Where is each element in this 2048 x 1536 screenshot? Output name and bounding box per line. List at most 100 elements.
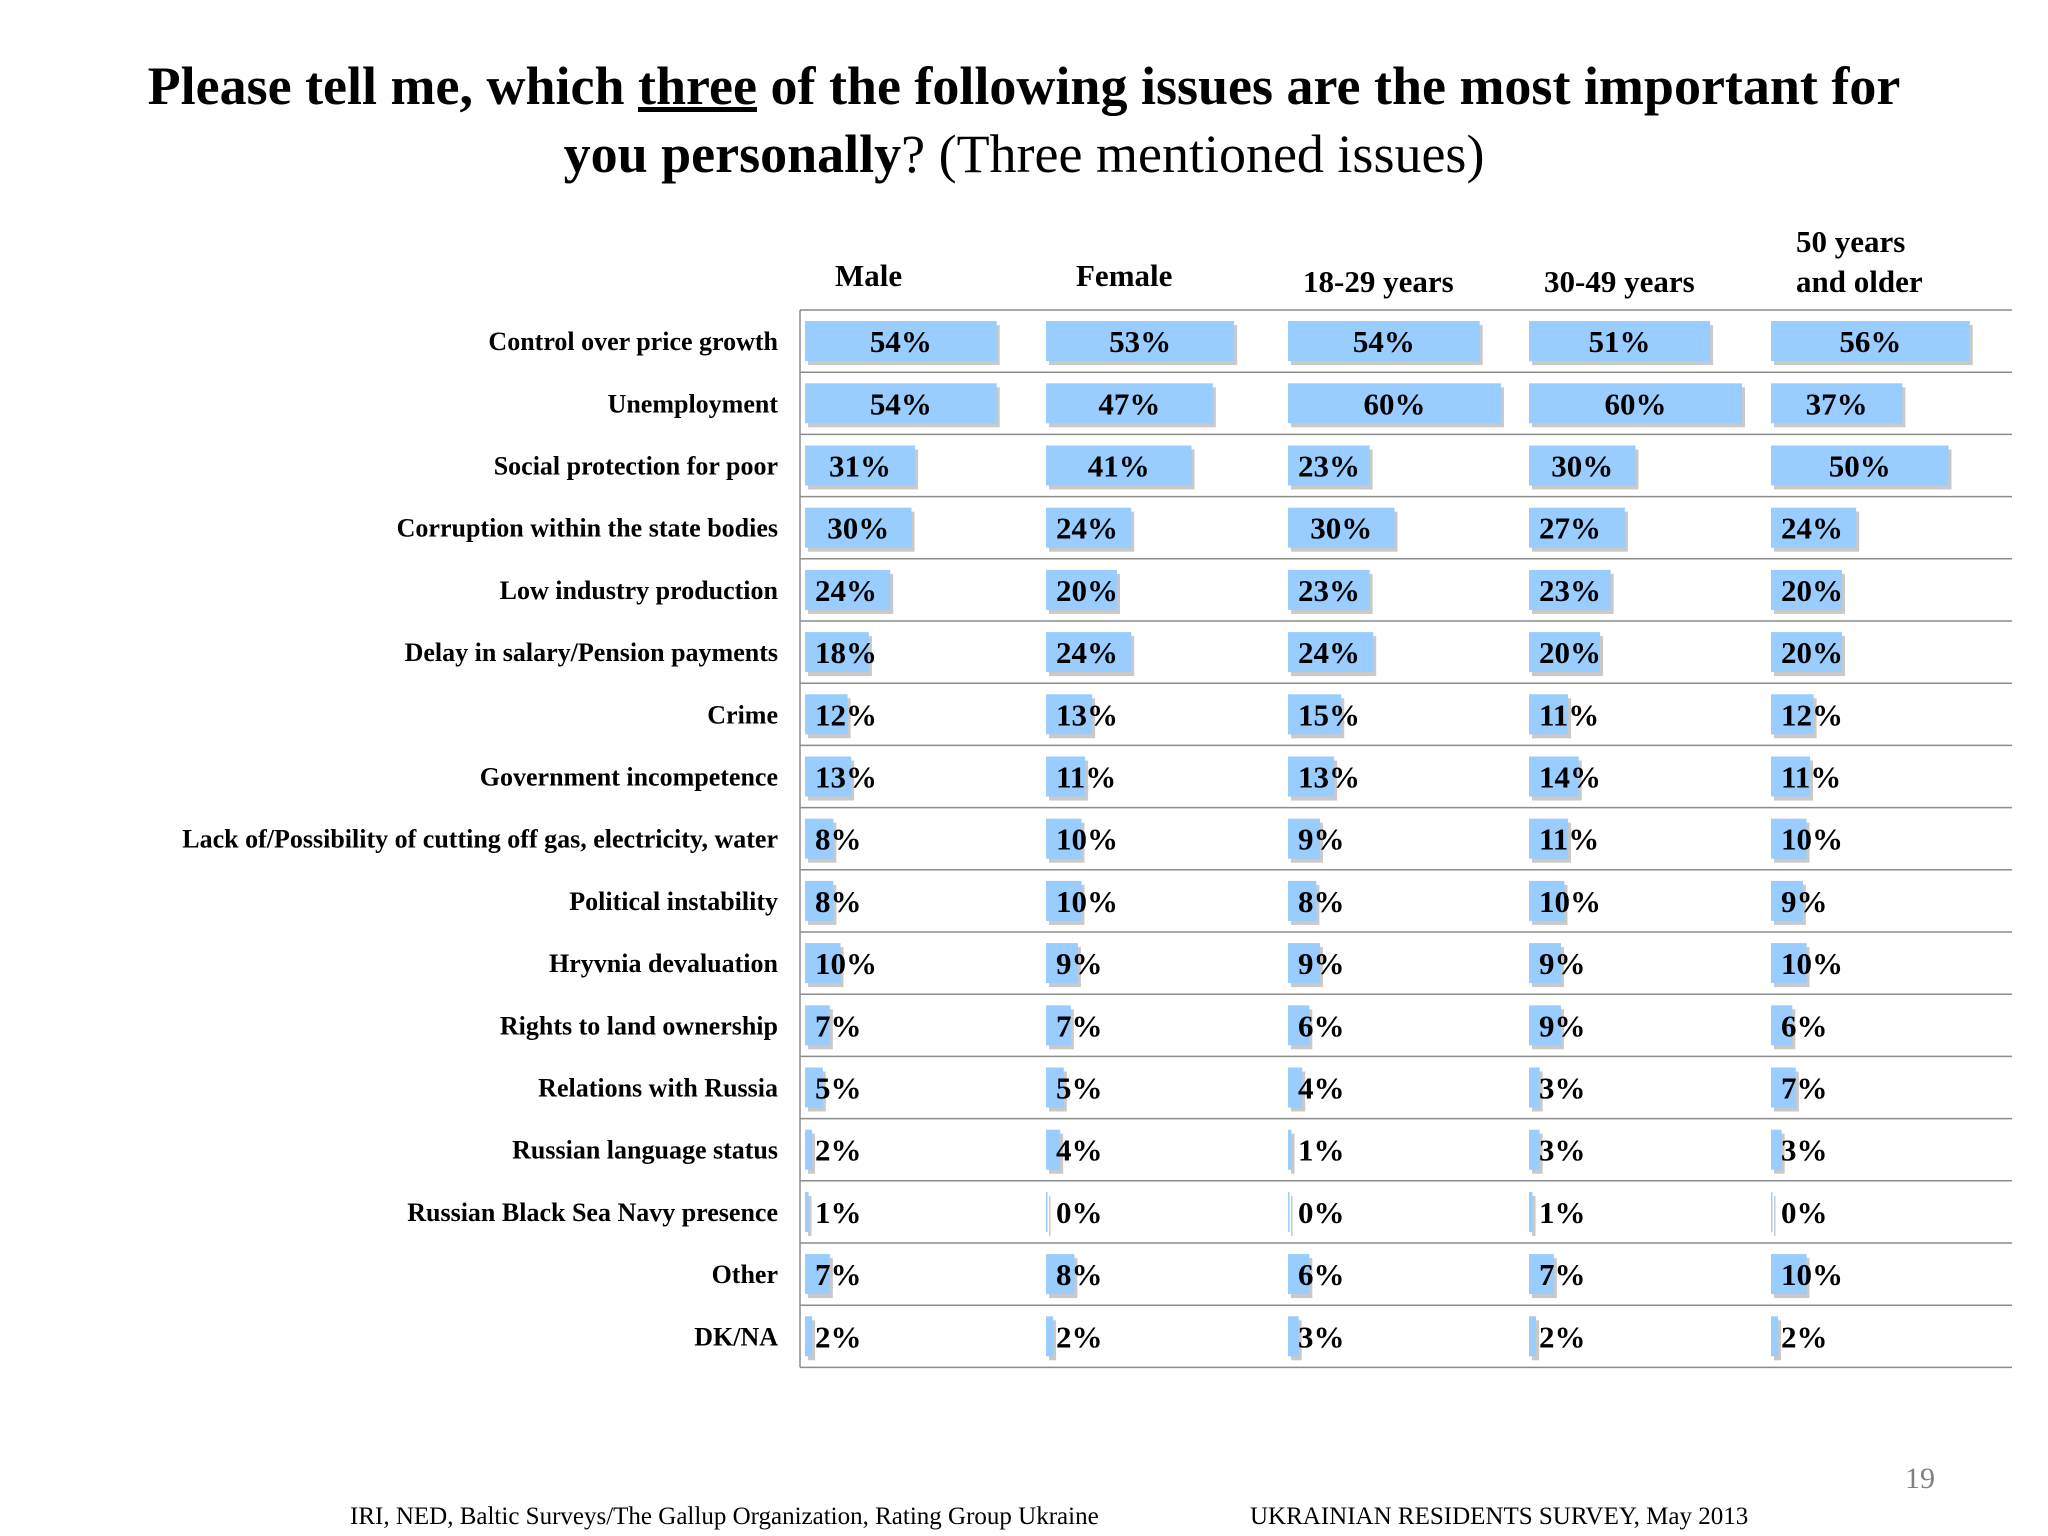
value-label-2-7: 13% <box>1298 760 1360 795</box>
bar-0-11 <box>805 1005 830 1046</box>
value-label-1-12: 5% <box>1056 1071 1103 1106</box>
value-label-1-3: 24% <box>1056 511 1118 546</box>
bar-1-6 <box>1046 694 1093 735</box>
value-label-2-0: 54% <box>1353 324 1415 359</box>
category-labels: Control over price growth Unemployment Soc… <box>182 327 778 1351</box>
bar-4-6 <box>1771 694 1814 735</box>
value-labels: 54% 54% 31% 30% 24% 18% 12% 13% 8% 8% 10% 7% 5% 2% 1% 7… <box>815 324 1901 1354</box>
value-label-1-2: 41% <box>1088 449 1150 484</box>
bar-4-5 <box>1771 632 1842 673</box>
value-label-1-6: 13% <box>1056 697 1118 732</box>
value-label-3-8: 11% <box>1539 822 1599 857</box>
value-label-3-3: 27% <box>1539 511 1601 546</box>
value-label-4-9: 9% <box>1781 884 1828 919</box>
bar-0-14 <box>805 1191 809 1232</box>
value-label-4-15: 10% <box>1781 1257 1843 1292</box>
value-label-4-10: 10% <box>1781 946 1843 981</box>
bar-0-16 <box>805 1316 813 1357</box>
value-label-2-13: 1% <box>1298 1133 1345 1168</box>
bar-1-5 <box>1046 632 1132 673</box>
value-label-3-9: 10% <box>1539 884 1601 919</box>
bar-3-4 <box>1529 569 1611 610</box>
bar-4-7 <box>1771 756 1811 797</box>
bar-2-12 <box>1288 1067 1303 1108</box>
title-part-3: you personally <box>563 124 902 184</box>
value-label-0-10: 10% <box>815 946 877 981</box>
value-label-4-0: 56% <box>1839 324 1901 359</box>
bar-2-2 <box>1288 445 1370 486</box>
value-label-3-6: 11% <box>1539 697 1599 732</box>
value-label-2-9: 8% <box>1298 884 1345 919</box>
bar-2-7 <box>1288 756 1335 797</box>
bar-3-15 <box>1529 1254 1554 1295</box>
value-label-4-13: 3% <box>1781 1133 1828 1168</box>
title-part-2: of the following issues are the most imp… <box>756 56 1901 116</box>
category-label-11: Rights to land ownership <box>500 1011 778 1040</box>
bar-3-8 <box>1529 818 1569 859</box>
value-label-1-0: 53% <box>1109 324 1171 359</box>
column-headers: Male Female 18-29 years 30-49 years 50 years… <box>835 224 1923 299</box>
bar-shadow-1-14 <box>1049 1195 1051 1236</box>
bar-2-14 <box>1288 1191 1290 1232</box>
bars <box>805 321 1970 1357</box>
value-label-3-15: 7% <box>1539 1257 1586 1292</box>
bar-2-11 <box>1288 1005 1310 1046</box>
bar-1-2 <box>1046 445 1192 486</box>
bar-4-15 <box>1771 1254 1807 1295</box>
bar-0-8 <box>805 818 834 859</box>
category-label-14: Russian Black Sea Navy presence <box>407 1198 778 1227</box>
bar-1-0 <box>1046 321 1235 362</box>
bar-1-13 <box>1046 1129 1061 1170</box>
bar-0-5 <box>805 632 869 673</box>
bar-4-9 <box>1771 880 1803 921</box>
value-label-0-16: 2% <box>815 1319 862 1354</box>
value-label-3-13: 3% <box>1539 1133 1586 1168</box>
bar-1-9 <box>1046 880 1082 921</box>
bar-0-15 <box>805 1254 830 1295</box>
value-label-1-5: 24% <box>1056 635 1118 670</box>
category-label-2: Social protection for poor <box>494 452 778 481</box>
value-label-0-14: 1% <box>815 1195 862 1230</box>
value-label-3-0: 51% <box>1589 324 1651 359</box>
value-label-1-9: 10% <box>1056 884 1118 919</box>
bar-1-11 <box>1046 1005 1071 1046</box>
value-label-1-13: 4% <box>1056 1133 1103 1168</box>
value-label-4-1: 37% <box>1806 386 1868 421</box>
page-number: 19 <box>1905 1462 1935 1495</box>
value-label-1-15: 8% <box>1056 1257 1103 1292</box>
bar-3-1 <box>1529 383 1742 424</box>
bar-3-6 <box>1529 694 1569 735</box>
bar-3-12 <box>1529 1067 1540 1108</box>
bar-1-7 <box>1046 756 1086 797</box>
value-label-2-15: 6% <box>1298 1257 1345 1292</box>
value-label-3-11: 9% <box>1539 1008 1586 1043</box>
value-label-2-10: 9% <box>1298 946 1345 981</box>
value-label-3-4: 23% <box>1539 573 1601 608</box>
title-part-1: Please tell me, which <box>147 56 639 116</box>
bar-shadow-3-14 <box>1532 1195 1536 1236</box>
value-label-2-16: 3% <box>1298 1319 1345 1354</box>
value-label-0-15: 7% <box>815 1257 862 1292</box>
value-label-1-14: 0% <box>1056 1195 1103 1230</box>
value-label-0-5: 18% <box>815 635 877 670</box>
value-label-4-6: 12% <box>1781 697 1843 732</box>
category-label-10: Hryvnia devaluation <box>549 949 779 978</box>
category-label-7: Government incompetence <box>480 763 778 792</box>
bar-shadow-0-14 <box>808 1195 812 1236</box>
value-label-1-1: 47% <box>1098 386 1160 421</box>
value-label-0-12: 5% <box>815 1071 862 1106</box>
bar-0-7 <box>805 756 852 797</box>
footer-survey: UKRAINIAN RESIDENTS SURVEY, May 2013 <box>1250 1503 1749 1530</box>
bar-3-2 <box>1529 445 1636 486</box>
title-emphasis: three <box>638 56 757 116</box>
value-label-2-12: 4% <box>1298 1071 1345 1106</box>
bar-4-10 <box>1771 943 1807 984</box>
value-label-2-4: 23% <box>1298 573 1360 608</box>
value-label-2-2: 23% <box>1298 449 1360 484</box>
title-part-4: ? (Three mentioned issues) <box>901 124 1485 184</box>
value-label-1-4: 20% <box>1056 573 1118 608</box>
bar-shadow-4-14 <box>1774 1195 1776 1236</box>
value-label-0-4: 24% <box>815 573 877 608</box>
bar-1-14 <box>1046 1191 1048 1232</box>
